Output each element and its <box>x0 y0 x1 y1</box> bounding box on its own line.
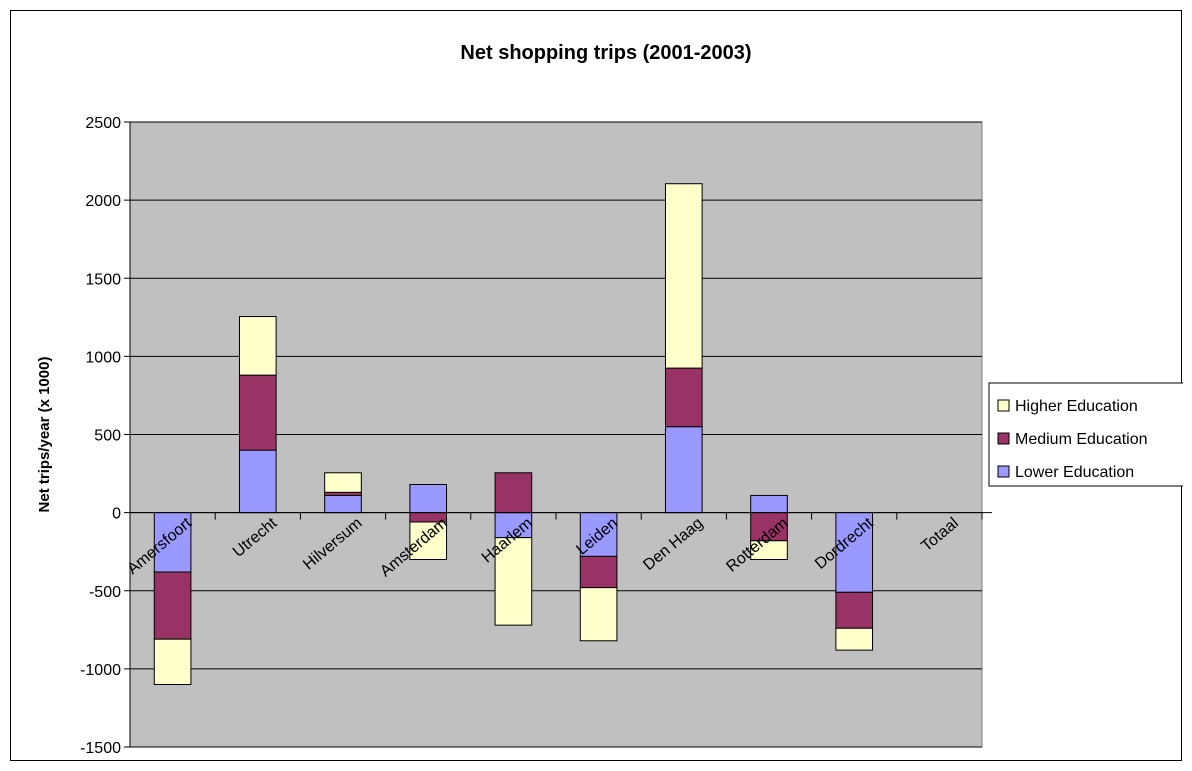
y-tick-label: 0 <box>112 506 121 523</box>
legend-label-higher-education: Higher Education <box>1015 398 1138 415</box>
bar-higher-education-utrecht <box>238 316 277 376</box>
bar-medium-education-haarlem <box>494 472 533 514</box>
legend-swatch-lower-education <box>997 465 1010 478</box>
chart: -1500-1000-50005001000150020002500Amersf… <box>36 42 1183 757</box>
y-axis-title: Net trips/year (x 1000) <box>36 357 53 513</box>
chart-title: Net shopping trips (2001-2003) <box>460 42 751 64</box>
bar-medium-education-dordrecht <box>835 591 874 629</box>
bar-higher-education-den-haag <box>664 183 703 369</box>
bar-higher-education-rotterdam <box>750 540 788 560</box>
legend-label-medium-education: Medium Education <box>1015 431 1148 448</box>
y-tick-label: -500 <box>89 584 121 601</box>
legend-swatch-medium-education <box>997 432 1010 445</box>
bar-lower-education-amersfoort <box>153 512 192 573</box>
legend <box>988 382 1183 487</box>
bar-higher-education-dordrecht <box>835 627 874 651</box>
bar-medium-education-leiden <box>579 555 618 589</box>
bar-higher-education-hilversum <box>324 472 362 493</box>
bar-medium-education-den-haag <box>664 367 703 428</box>
bar-lower-education-utrecht <box>238 449 277 514</box>
bar-higher-education-leiden <box>579 587 618 642</box>
y-tick-label: -1500 <box>80 740 121 757</box>
y-tick-label: 1000 <box>85 349 121 366</box>
y-tick-label: 500 <box>94 428 121 445</box>
y-tick-label: 1500 <box>85 271 121 288</box>
bar-lower-education-haarlem <box>494 512 533 539</box>
bar-lower-education-den-haag <box>664 426 703 514</box>
y-tick-label: -1000 <box>80 662 121 679</box>
y-tick-label: 2000 <box>85 193 121 210</box>
bar-higher-education-amersfoort <box>153 638 192 685</box>
legend-label-lower-education: Lower Education <box>1015 464 1134 481</box>
bar-higher-education-amsterdam <box>409 521 448 560</box>
bar-lower-education-rotterdam <box>750 494 788 514</box>
bar-higher-education-haarlem <box>494 537 533 626</box>
bar-lower-education-leiden <box>579 512 618 557</box>
bar-medium-education-utrecht <box>238 374 277 451</box>
chart-frame: -1500 -1000 -500 0 500 1000 1500 2000 2500 Amersf… <box>10 10 1183 761</box>
bar-lower-education-amsterdam <box>409 484 448 514</box>
bar-lower-education-hilversum <box>324 494 362 514</box>
legend-swatch-higher-education <box>997 399 1010 412</box>
bar-medium-education-amersfoort <box>153 571 192 640</box>
y-tick-label: 2500 <box>85 115 121 132</box>
